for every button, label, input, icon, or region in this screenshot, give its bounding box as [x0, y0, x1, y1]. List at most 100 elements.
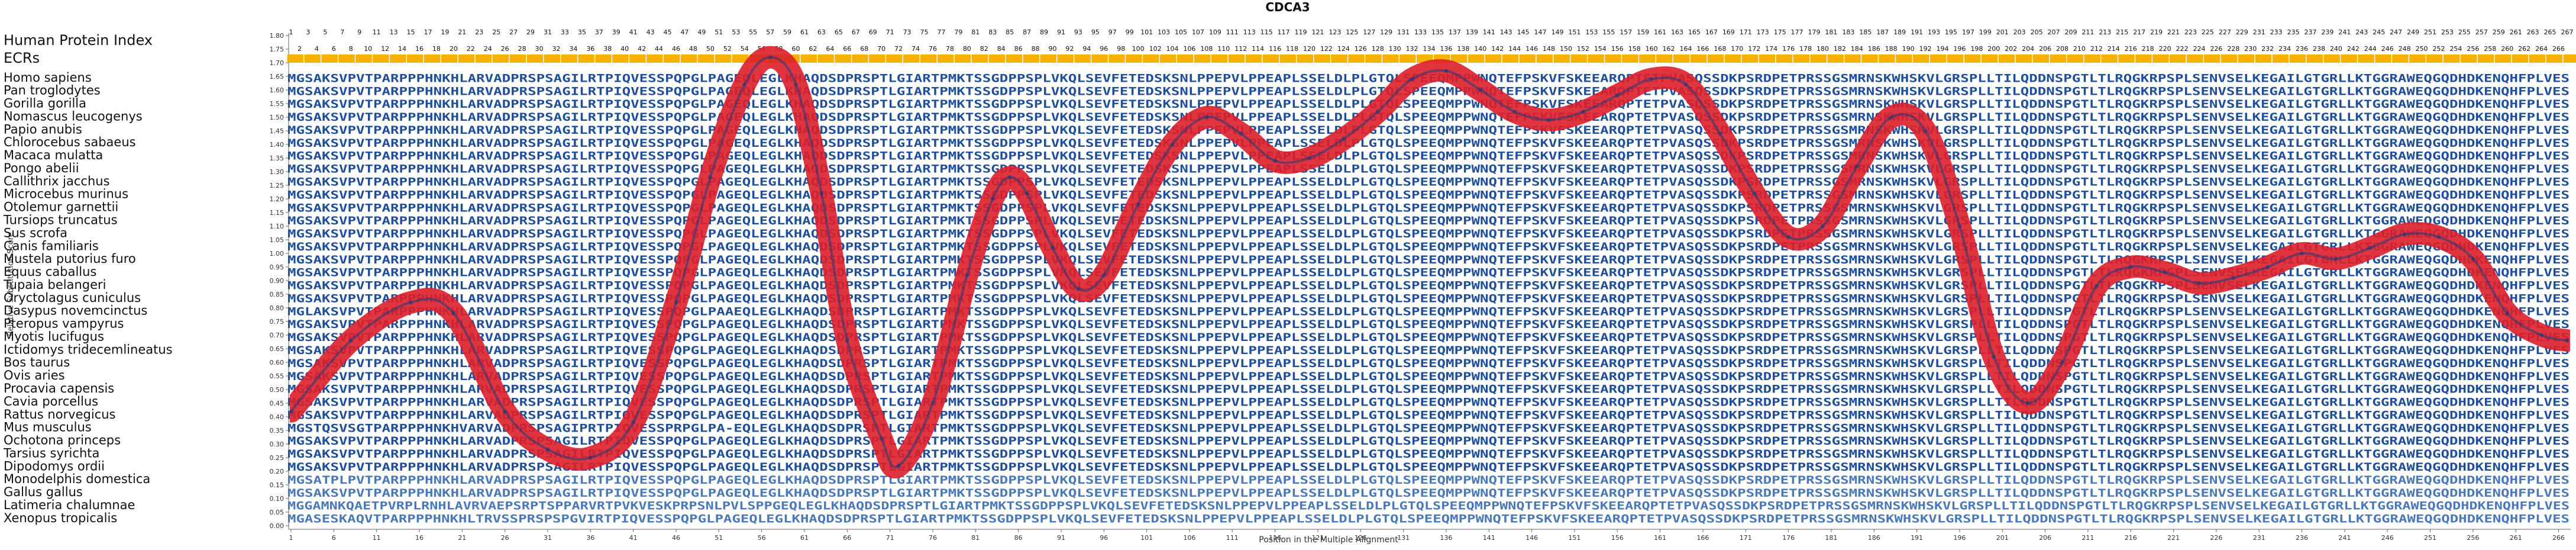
- ecr-segment: [2443, 54, 2460, 63]
- ecr-segment: [2152, 54, 2169, 63]
- ecr-segment: [2170, 54, 2186, 63]
- ecr-segment: [2323, 54, 2340, 63]
- human-index-number: 85: [1006, 28, 1014, 36]
- sequence-row: MGSAKSVPVTPARPPPHNKHLARVADPRSPSAGILRTPIQ…: [287, 150, 2569, 163]
- species-name: Oryctolagus cuniculus: [4, 291, 141, 305]
- human-index-number: 207: [2048, 28, 2060, 36]
- curve-point: [1444, 69, 1449, 73]
- ecr-segment: [697, 54, 715, 63]
- ecr-segment: [2494, 54, 2512, 63]
- human-index-number: 100: [1132, 45, 1145, 53]
- human-index-number: 47: [680, 28, 689, 36]
- human-index-number: 211: [2082, 28, 2094, 36]
- ecr-segment: [2306, 54, 2323, 63]
- curve-point: [2436, 234, 2441, 239]
- human-index-number: 16: [415, 45, 424, 53]
- human-index-number: 86: [1014, 45, 1023, 53]
- curve-point: [588, 455, 593, 460]
- sequence-alignment: MGSAKSVPVTPARPPPHNKHLARVADPRSPSAGILRTPIQ…: [287, 72, 2569, 525]
- y-tick-label: 0.40: [270, 413, 285, 421]
- ecr-segment: [2186, 54, 2203, 63]
- human-index-number: 191: [1911, 28, 1923, 36]
- species-name: Cavia porcellus: [4, 394, 98, 409]
- human-index-number: 116: [1269, 45, 1281, 53]
- species-name: Ochotona princeps: [4, 433, 121, 448]
- human-index-number: 92: [1065, 45, 1074, 53]
- human-index-number: 45: [664, 28, 672, 36]
- sequence-row: MGSAKSVPVTPARPPPHNKHLARVADPRSPSAGILRTPIQ…: [287, 214, 2569, 227]
- y-tick-label: 0.95: [270, 263, 285, 271]
- y-tick-label: 1.50: [270, 114, 285, 121]
- species-name: Otolemur garnettii: [4, 200, 118, 214]
- ecr-segment: [903, 54, 920, 63]
- human-index-number: 144: [1508, 45, 1521, 53]
- x-tick-label: 211: [2082, 534, 2094, 542]
- ecr-segment: [1057, 54, 1074, 63]
- human-index-number: 126: [1355, 45, 1367, 53]
- human-index-number: 4: [315, 45, 319, 53]
- chart-title: CDCA3: [1265, 0, 1310, 14]
- human-index-number: 131: [1397, 28, 1410, 36]
- x-tick-label: 116: [1269, 534, 1281, 542]
- human-index-number: 31: [544, 28, 552, 36]
- species-name: Gorilla gorilla: [4, 97, 86, 111]
- x-tick-label: 16: [415, 534, 424, 542]
- ecr-segment: [732, 54, 749, 63]
- ecr-segment: [338, 54, 355, 63]
- ecr-segment: [1348, 54, 1365, 63]
- human-index-number: 127: [1363, 28, 1375, 36]
- human-index-number: 36: [586, 45, 594, 53]
- ecr-segment: [1382, 54, 1399, 63]
- human-index-number: 120: [1303, 45, 1316, 53]
- sequence-row: MGLAKSVPVTPARPPPHNKHLARVADPRSPSAGILRTPIQ…: [287, 305, 2569, 318]
- human-index-row: 1 3 5 7 9 11 13 15 17 19 21 23 25 27 29 31 33 35 37 39 41 43 4…: [289, 28, 2574, 53]
- ecr-segment: [1485, 54, 1502, 63]
- y-tick-label: 0.85: [270, 291, 285, 298]
- human-index-number: 230: [2244, 45, 2257, 53]
- species-name: Mustela putorius furo: [4, 252, 136, 266]
- human-index-number: 143: [1500, 28, 1512, 36]
- human-index-number: 20: [450, 45, 458, 53]
- human-index-number: 139: [1466, 28, 1478, 36]
- ecr-segment: [1913, 54, 1929, 63]
- human-index-number: 114: [1252, 45, 1264, 53]
- sequence-row: MGSAKSVPVTPARPPPHNKHLARVADPRSPSAGILRTPIQ…: [287, 487, 2569, 500]
- x-tick-label: 201: [1996, 534, 2009, 542]
- curve-point: [1273, 159, 1278, 163]
- curve-point: [409, 300, 413, 305]
- curve-point: [1580, 110, 1585, 114]
- human-index-number: 194: [1936, 45, 1948, 53]
- species-name: Bos taurus: [4, 355, 70, 369]
- human-index-number: 118: [1286, 45, 1298, 53]
- curve-point: [1957, 224, 1962, 229]
- human-index-number: 91: [1057, 28, 1065, 36]
- human-index-number: 133: [1414, 28, 1427, 36]
- ecr-segment: [1810, 54, 1827, 63]
- human-index-number: 179: [1808, 28, 1820, 36]
- y-tick-label: 0.90: [270, 277, 285, 285]
- ecr-segment: [1827, 54, 1844, 63]
- human-index-number: 69: [869, 28, 877, 36]
- sequence-row: MGSAKSVPVTPARPPPHNKHLARVADPRSPSAGILRTPIQ…: [287, 227, 2569, 240]
- ecr-segment: [2563, 54, 2576, 63]
- human-index-number: 102: [1149, 45, 1162, 53]
- human-index-number: 150: [1560, 45, 1572, 53]
- human-index-number: 3: [306, 28, 310, 36]
- ecr-segment: [1450, 54, 1468, 63]
- ecr-segment: [1707, 54, 1724, 63]
- ecr-segment: [2067, 54, 2083, 63]
- human-index-number: 66: [843, 45, 851, 53]
- curve-point: [2300, 251, 2304, 256]
- ecr-segment: [1519, 54, 1536, 63]
- species-name: Ictidomys tridecemlineatus: [4, 342, 173, 356]
- human-index-number: 173: [1757, 28, 1769, 36]
- human-index-number: 243: [2355, 28, 2368, 36]
- ecr-segment: [715, 54, 732, 63]
- x-tick-label: 156: [1611, 534, 1624, 542]
- sequence-row: MGSAKSVPVTPARPPPHNKHLARVADPRSPSAGILRTPIQ…: [287, 292, 2569, 305]
- curve-point: [2471, 256, 2475, 261]
- curve-point: [2565, 338, 2569, 343]
- human-index-number: 167: [1705, 28, 1718, 36]
- human-index-number: 190: [1902, 45, 1915, 53]
- sequence-row: MGSAKSVPVTPARPPPHNKHLARVADPRSPSAGILRTPIQ…: [287, 461, 2569, 474]
